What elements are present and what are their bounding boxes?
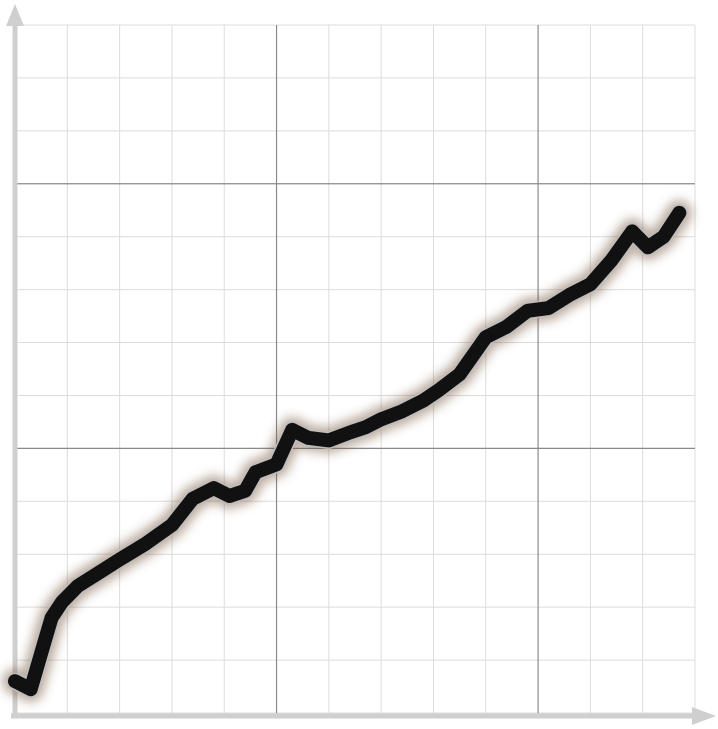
data-point [9, 675, 21, 688]
data-point [24, 683, 37, 696]
data-point [249, 466, 262, 479]
data-point [92, 566, 105, 579]
axes [6, 4, 716, 725]
x-axis-arrow [692, 707, 716, 725]
data-point [223, 490, 236, 502]
minor-grid [14, 24, 696, 714]
data-point [207, 482, 220, 495]
major-grid [15, 25, 695, 713]
data-point [396, 405, 409, 418]
data-point [286, 423, 299, 436]
y-axis-arrow [6, 4, 24, 26]
data-point [301, 431, 314, 444]
data-point [673, 206, 686, 219]
data-point [521, 304, 534, 317]
data-point [584, 278, 597, 291]
data-point [113, 553, 126, 566]
series-line [8, 205, 687, 697]
data-point [45, 611, 58, 624]
data-point [417, 394, 429, 407]
data-point [71, 580, 84, 592]
data-point [56, 595, 69, 608]
data-point [343, 426, 356, 439]
data-point [657, 230, 670, 243]
data-point [641, 241, 654, 254]
data-point [500, 320, 513, 333]
data-point [37, 638, 50, 651]
data-point [139, 537, 152, 550]
data-point [479, 331, 492, 344]
data-point [239, 484, 252, 497]
data-point [432, 384, 445, 397]
data-point [322, 434, 335, 447]
data-point [626, 225, 639, 238]
data-point [270, 458, 283, 471]
data-point [375, 413, 388, 426]
data-point [605, 254, 618, 267]
data-point [359, 421, 372, 434]
data-point [186, 492, 199, 505]
series-layer [2, 199, 693, 703]
data-point [542, 302, 555, 315]
data-point [165, 519, 178, 532]
data-point [563, 288, 576, 301]
data-point [453, 368, 466, 381]
